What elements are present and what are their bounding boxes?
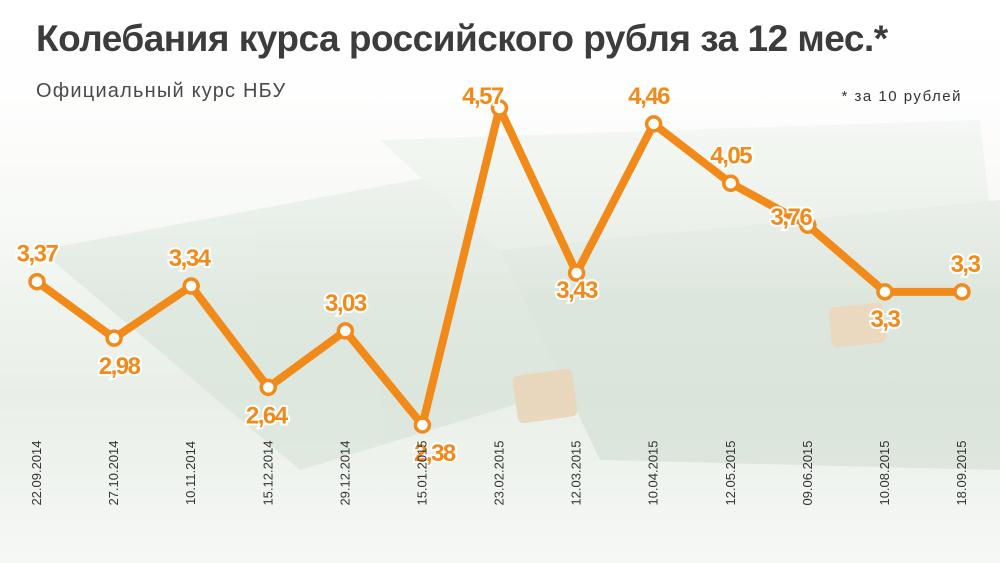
x-tick-label: 22.09.2014: [29, 440, 44, 505]
data-point: [336, 322, 355, 340]
data-point: [182, 277, 200, 295]
x-tick-label: 23.02.2015: [492, 440, 507, 505]
x-tick-label: 29.12.2014: [337, 440, 352, 505]
x-tick-label: 15.12.2014: [260, 440, 275, 505]
data-point: [953, 283, 971, 301]
data-label: 2,98: [99, 353, 141, 380]
data-label: 2,64: [246, 402, 289, 429]
data-label: 3,34: [169, 245, 212, 272]
data-label: 3,37: [17, 241, 59, 268]
data-label: 3,43: [556, 277, 598, 304]
data-label: 4,05: [710, 142, 752, 169]
data-point: [799, 216, 817, 234]
chart-title: Колебания курса российского рубля за 12 …: [36, 18, 888, 59]
x-tick-label: 18.09.2015: [954, 440, 969, 505]
data-label: 3,3: [951, 251, 981, 278]
data-point: [490, 99, 509, 117]
data-label: 4,57: [462, 83, 504, 110]
x-tick-label: 12.05.2015: [723, 440, 738, 505]
data-label: 2,38: [414, 440, 456, 467]
x-tick-label: 15.01.2015: [414, 440, 429, 505]
data-point: [567, 264, 586, 282]
data-point: [413, 416, 432, 434]
x-tick-label: 10.08.2015: [877, 440, 892, 505]
data-label: 3,03: [325, 290, 367, 317]
data-point: [259, 378, 277, 397]
x-tick-label: 10.11.2014: [183, 441, 198, 505]
data-point: [105, 329, 123, 347]
x-tick-label: 27.10.2014: [106, 440, 121, 505]
data-point: [644, 115, 663, 133]
x-tick-label: 12.03.2015: [569, 440, 584, 505]
x-tick-label: 09.06.2015: [800, 440, 815, 505]
data-label: 3,76: [770, 204, 812, 231]
x-tick-label: 10.04.2015: [646, 440, 661, 505]
data-label: 3,3: [870, 306, 900, 333]
data-point: [876, 283, 894, 301]
data-point: [28, 272, 46, 291]
data-point: [722, 174, 740, 193]
footnote: * за 10 рублей: [841, 88, 962, 105]
chart-subtitle: Официальный курс НБУ: [36, 80, 287, 102]
data-label: 4,46: [628, 83, 670, 110]
